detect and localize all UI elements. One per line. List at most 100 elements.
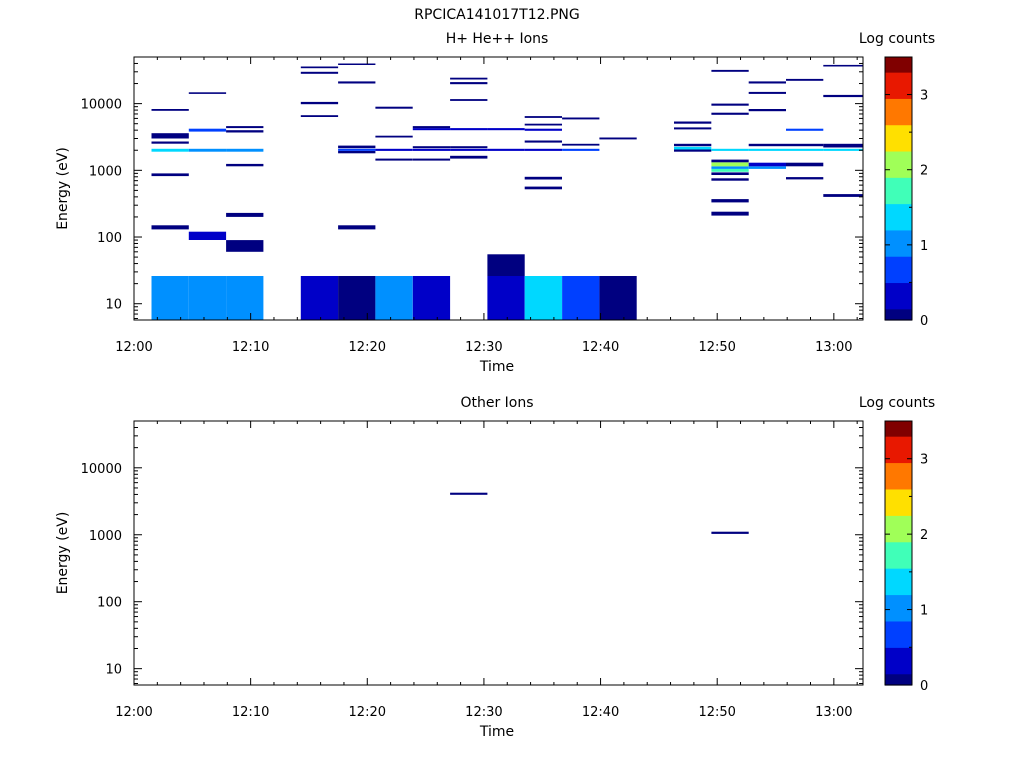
panel-title: H+ He++ Ions	[446, 31, 549, 47]
colorbar-frame	[884, 56, 913, 321]
x-tick-label: 13:00	[815, 340, 852, 355]
colorbar-segment	[885, 165, 912, 171]
heatmap-cell	[524, 176, 562, 180]
colorbar-segment	[885, 651, 912, 656]
heatmap-cell	[300, 66, 339, 69]
colorbar-segment	[885, 541, 912, 547]
heatmap-cell	[412, 276, 451, 320]
heatmap-cell	[599, 276, 637, 320]
heatmap-cell	[338, 151, 376, 154]
heatmap-cell	[375, 135, 413, 138]
colorbar-tick-label: 2	[920, 164, 928, 179]
heatmap-cell	[188, 148, 227, 152]
heatmap-cell	[450, 128, 488, 131]
chart-panel-1: 12:00 12:10 12:20 12:30 12:40 12:50 13:0010100…	[55, 31, 935, 375]
colorbar-segment	[885, 424, 912, 430]
colorbar-segment	[885, 428, 912, 433]
colorbar-segment	[885, 244, 912, 250]
colorbar-segment	[885, 635, 912, 641]
heatmap-cell	[151, 141, 189, 144]
colorbar-tick-label: 0	[920, 679, 928, 694]
colorbar-segment	[885, 87, 912, 92]
colorbar-segment	[885, 184, 912, 190]
heatmap-cell	[412, 146, 451, 149]
y-tick-label: 100	[97, 596, 122, 611]
heatmap-cell	[711, 159, 749, 163]
colorbar-segment	[885, 90, 912, 96]
heatmap-cell	[524, 128, 562, 131]
colorbar-segment	[885, 75, 912, 81]
colorbar: 0 1 2 3 Log counts	[859, 31, 935, 329]
colorbar-segment	[885, 462, 912, 467]
heatmap-cell	[450, 148, 488, 151]
heatmap-cell	[487, 148, 525, 151]
heatmap-cell	[748, 166, 786, 169]
heatmap-cells	[450, 492, 749, 534]
colorbar-segment	[885, 511, 912, 516]
colorbar-segment	[885, 609, 912, 614]
y-tick-label: 1000	[89, 164, 122, 179]
colorbar-segment	[885, 192, 912, 197]
colorbar-segment	[885, 259, 912, 265]
colorbar-segment	[885, 628, 912, 633]
colorbar-segment	[885, 68, 912, 73]
colorbar-segment	[885, 143, 912, 148]
colorbar-segment	[885, 98, 912, 103]
colorbar-segment	[885, 571, 912, 577]
colorbar-tick-label: 0	[920, 314, 928, 329]
colorbar-segment	[885, 624, 912, 630]
heatmap-cell	[300, 71, 339, 74]
colorbar-segment	[885, 267, 912, 272]
heatmap-cell	[151, 109, 189, 111]
colorbar-segment	[885, 507, 912, 513]
colorbar-segment	[885, 617, 912, 622]
heatmap-cell	[151, 276, 189, 320]
colorbar-segment	[885, 515, 912, 520]
heatmap-cell	[375, 148, 413, 151]
colorbar-segment	[885, 188, 912, 193]
x-tick-label: 12:40	[582, 340, 619, 355]
colorbar-segment	[885, 207, 912, 212]
heatmap-cell	[711, 172, 749, 175]
colorbar-segment	[885, 113, 912, 118]
heatmap-cell	[674, 149, 712, 152]
colorbar-segment	[885, 666, 912, 671]
colorbar-segment	[885, 233, 912, 238]
colorbar-segment	[885, 454, 912, 460]
heatmap-cell	[711, 211, 749, 216]
heatmap-cell	[412, 128, 451, 131]
heatmap-cell	[338, 63, 376, 65]
colorbar-segment	[885, 286, 912, 291]
colorbar-segment	[885, 120, 912, 126]
colorbar-segment	[885, 602, 912, 607]
panel-title: Other Ions	[460, 395, 533, 411]
x-tick-label: 12:10	[232, 340, 269, 355]
colorbar-segment	[885, 553, 912, 558]
heatmap-cell	[786, 177, 824, 180]
colorbar: 0 1 2 3 Log counts	[859, 395, 935, 694]
colorbar-segment	[885, 466, 912, 471]
heatmap-cell	[226, 130, 264, 133]
heatmap-cell	[226, 276, 264, 320]
heatmap-cell	[711, 69, 749, 72]
y-tick-label: 10	[105, 663, 122, 678]
heatmap-cell	[338, 148, 376, 151]
heatmap-cell	[711, 148, 749, 151]
heatmap-cell	[412, 126, 451, 129]
colorbar-segment	[885, 537, 912, 543]
colorbar-segment	[885, 154, 912, 160]
heatmap-cell	[786, 128, 824, 131]
colorbar-segment	[885, 301, 912, 306]
heatmap-cell	[524, 276, 562, 320]
heatmap-cell	[711, 199, 749, 203]
heatmap-cell	[151, 225, 189, 230]
colorbar-segment	[885, 72, 912, 77]
heatmap-cell	[524, 140, 562, 143]
heatmap-cell	[748, 109, 786, 112]
colorbar-segment	[885, 681, 912, 686]
x-tick-label: 12:20	[349, 340, 386, 355]
colorbar-segment	[885, 500, 912, 505]
x-tick-label: 12:00	[115, 340, 152, 355]
colorbar-segment	[885, 158, 912, 163]
